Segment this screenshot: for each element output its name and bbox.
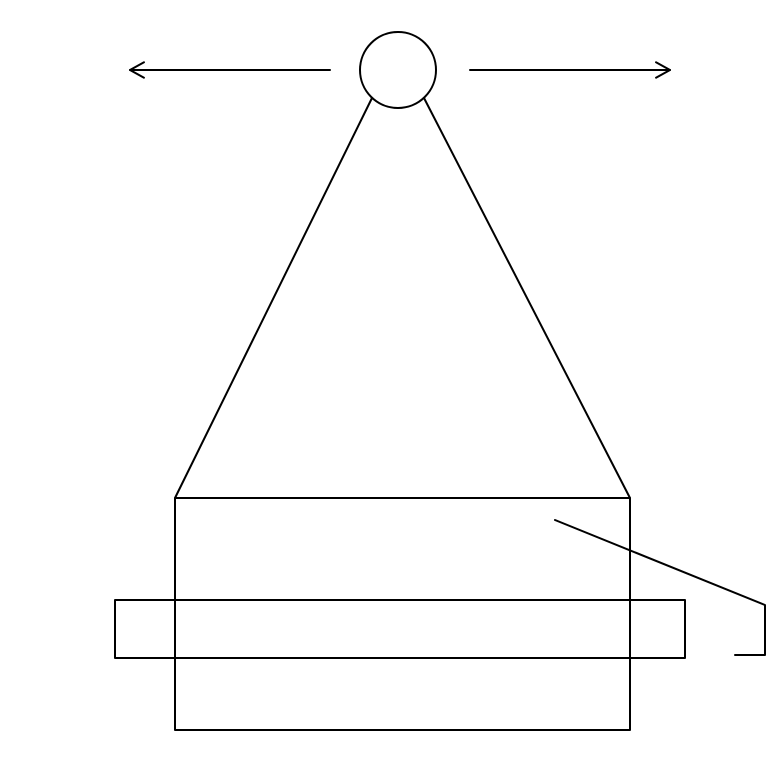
arrow-right-head (656, 62, 670, 70)
cross-beam-rect (115, 600, 685, 658)
arrow-right-head (656, 70, 670, 78)
rope-left (175, 98, 372, 498)
arrow-left-head (130, 70, 144, 78)
leader-line (555, 520, 765, 655)
pulley-circle (360, 32, 436, 108)
arrow-left-head (130, 62, 144, 70)
diagram-canvas (0, 0, 780, 760)
load-rect (175, 498, 630, 730)
rope-right (424, 98, 630, 498)
